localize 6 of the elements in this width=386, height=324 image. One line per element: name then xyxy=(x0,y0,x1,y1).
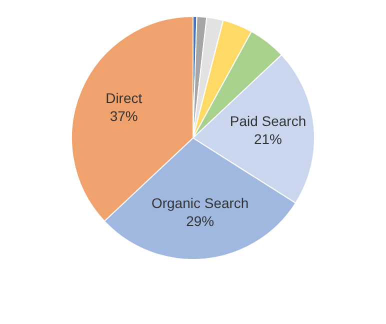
data-label: 21% xyxy=(254,130,282,147)
data-label: 29% xyxy=(186,212,214,229)
slice-label: Direct xyxy=(106,90,142,106)
data-label: 37% xyxy=(110,108,138,124)
slice-label: Organic Search xyxy=(151,194,249,211)
slice-label: Paid Search xyxy=(230,112,306,129)
